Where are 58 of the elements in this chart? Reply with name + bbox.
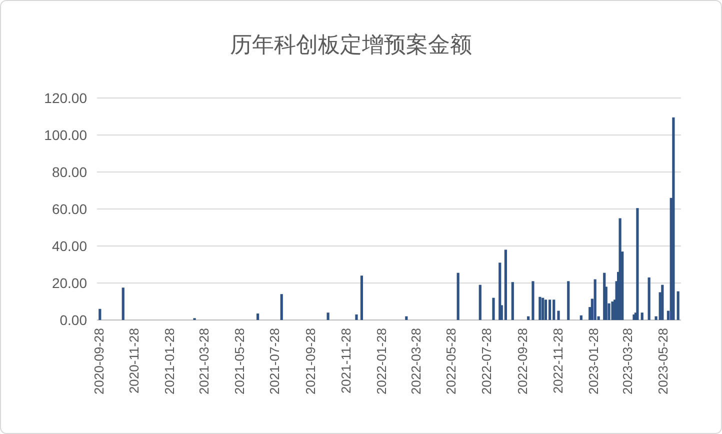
y-tick-label: 40.00 [52, 238, 88, 254]
bar [567, 281, 570, 320]
x-tick-label: 2021-11-28 [338, 328, 354, 394]
y-tick-label: 60.00 [52, 200, 88, 217]
bar [98, 308, 102, 320]
x-tick-label: 2022-07-28 [479, 328, 494, 394]
bar [122, 288, 124, 320]
bar [676, 291, 680, 320]
bar [456, 272, 460, 320]
bar [355, 314, 358, 320]
bar [492, 298, 495, 320]
x-tick-label: 2021-09-28 [303, 328, 318, 394]
bar [557, 310, 560, 320]
bar [498, 262, 502, 320]
bar [611, 302, 614, 320]
bar [672, 117, 675, 320]
bar [544, 300, 548, 320]
bar [542, 298, 544, 320]
x-tick-label: 2023-01-28 [586, 328, 601, 394]
x-tick-label: 2022-01-28 [374, 328, 390, 394]
bar [326, 312, 330, 320]
y-tick-label: 20.00 [52, 274, 88, 291]
bar [640, 312, 644, 320]
bar [648, 277, 650, 320]
bar [580, 315, 582, 320]
bar [538, 296, 542, 320]
bar [478, 284, 482, 320]
x-tick-label: 2023-05-28 [656, 328, 671, 394]
bar [360, 276, 364, 320]
y-tick-label: 0.00 [60, 312, 88, 328]
x-tick-label: 2022-03-28 [408, 328, 424, 394]
bar [594, 279, 596, 320]
x-tick-label: 2021-03-28 [196, 328, 212, 394]
x-tick-label: 2021-01-28 [162, 328, 178, 394]
bar [661, 284, 664, 320]
bar [527, 316, 530, 320]
y-tick-label: 100.00 [44, 126, 88, 143]
x-tick-label: 2023-03-28 [620, 328, 636, 394]
bar [511, 282, 514, 320]
y-tick-label: 80.00 [52, 164, 88, 180]
x-tick-label: 2022-11-28 [550, 328, 566, 394]
bar [504, 250, 507, 320]
bar [618, 218, 622, 320]
bar [280, 294, 283, 320]
x-tick-label: 2022-05-28 [444, 328, 459, 394]
x-tick-label: 2020-11-28 [126, 328, 142, 394]
chart-title: 历年科创板定增预案金额 [230, 32, 472, 57]
x-tick-label: 2020-09-28 [91, 328, 106, 394]
bar [636, 208, 639, 320]
bar [548, 300, 552, 320]
bar [532, 281, 534, 320]
x-tick-label: 2021-05-28 [232, 328, 247, 394]
y-tick-label: 120.00 [44, 90, 88, 106]
bar [256, 314, 260, 320]
x-tick-label: 2021-07-28 [267, 328, 282, 394]
bar [552, 300, 556, 320]
bar [405, 316, 408, 320]
x-tick-label: 2022-09-28 [515, 328, 530, 394]
